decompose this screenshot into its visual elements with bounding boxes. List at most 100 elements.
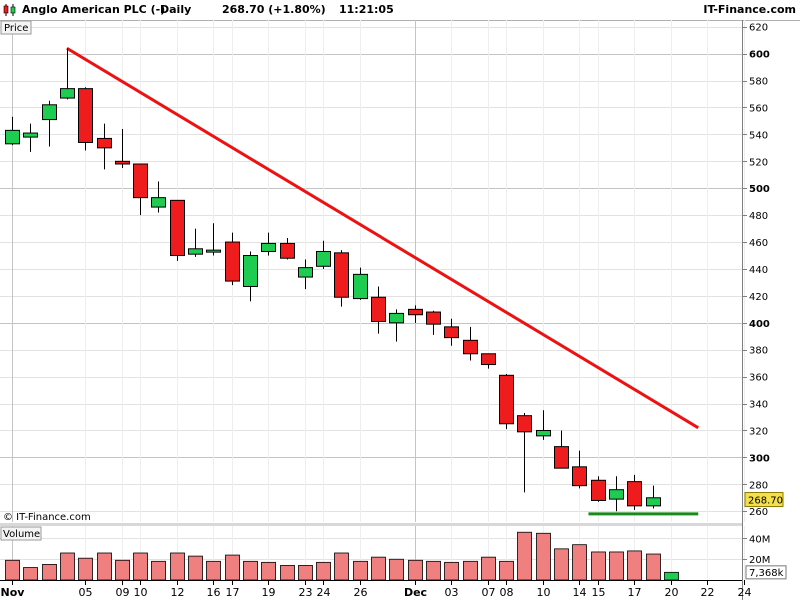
- candle-body-down: [97, 137, 112, 149]
- volume-bar: [115, 559, 130, 581]
- volume-bar: [591, 551, 606, 581]
- annotations: [66, 46, 700, 516]
- candle: [243, 251, 258, 302]
- price-tick-label: 300: [749, 453, 770, 464]
- candle: [463, 326, 478, 361]
- volume-bar: [353, 560, 368, 581]
- volume-bar: [426, 560, 441, 581]
- price-tick-label: 480: [749, 211, 768, 222]
- candle: [334, 250, 349, 307]
- volume-bar: [5, 559, 20, 581]
- date-tick-label: Dec: [404, 586, 427, 599]
- last-price-marker: 268.70: [744, 492, 784, 508]
- candle: [646, 485, 661, 509]
- candle: [280, 238, 295, 260]
- volume-bar: [646, 553, 661, 581]
- date-tick-label: 05: [79, 586, 93, 599]
- price-pane-label: Price: [0, 20, 32, 35]
- price-tick-label: 600: [749, 50, 770, 61]
- candle: [408, 305, 423, 323]
- volume-bar: [408, 559, 423, 581]
- chart-header: Anglo American PLC (-) Daily 268.70 (+1.…: [0, 0, 800, 21]
- candle: [536, 410, 551, 440]
- date-tick-label: 24: [738, 586, 752, 599]
- price-tick-label: 520: [749, 157, 768, 168]
- candle: [609, 476, 624, 512]
- date-tick-label: 07: [482, 586, 496, 599]
- candle: [353, 267, 368, 300]
- volume-bar: [664, 571, 679, 581]
- volume-bar: [151, 560, 166, 581]
- date-tick-label: 19: [262, 586, 276, 599]
- candle: [591, 476, 606, 502]
- volume-bar: [42, 564, 57, 581]
- volume-bar: [243, 560, 258, 581]
- candle: [115, 129, 130, 169]
- candlestick-icon: [3, 4, 16, 16]
- volume-bar: [371, 556, 386, 581]
- price-pane-label-text: Price: [4, 23, 28, 34]
- volume-bar: [316, 561, 331, 581]
- date-tick-label: 14: [573, 586, 587, 599]
- date-tick-label: 10: [134, 586, 148, 599]
- brand-name: IT-Finance.com: [703, 3, 796, 16]
- volume-bar: [97, 552, 112, 581]
- candle: [97, 123, 112, 170]
- timestamp: 11:21:05: [339, 3, 394, 16]
- candle: [261, 232, 276, 256]
- candle-body-down: [444, 326, 459, 339]
- volume-bar: [499, 560, 514, 581]
- candle: [298, 259, 313, 290]
- candle-body-up: [261, 242, 276, 252]
- candle-body-down: [371, 296, 386, 322]
- candle: [389, 309, 404, 342]
- price-tick-label: 340: [749, 400, 768, 411]
- price-tick-label: 440: [749, 265, 768, 276]
- candle: [444, 318, 459, 346]
- price-tick-label: 400: [749, 319, 770, 330]
- date-tick-label: 17: [226, 586, 240, 599]
- candle-body-down: [517, 415, 532, 433]
- resistance-trendline: [66, 46, 700, 430]
- volume-pane-label: Volume: [0, 526, 42, 541]
- date-tick-label: 26: [354, 586, 368, 599]
- date-tick-label: 22: [701, 586, 715, 599]
- candle: [371, 286, 386, 334]
- candle-body-down: [463, 339, 478, 355]
- candle: [554, 430, 569, 469]
- date-tick-label: 20: [665, 586, 679, 599]
- candle: [23, 123, 38, 152]
- volume-bar: [133, 552, 148, 581]
- candle-body-down: [334, 252, 349, 298]
- price-tick-label: 380: [749, 346, 768, 357]
- date-tick-label: 16: [207, 586, 221, 599]
- volume-bar: [23, 567, 38, 581]
- candle-body-down: [280, 242, 295, 259]
- candle-body-down: [170, 199, 185, 257]
- period-label: Daily: [160, 3, 192, 16]
- price-axis-ticks: 620 600 580 560 540 520 500 480 460 440 420 400 380 3…: [743, 23, 770, 518]
- candle-body-up: [536, 429, 551, 437]
- candle-body-down: [627, 481, 642, 507]
- volume-bar: [188, 555, 203, 581]
- price-tick-label: 460: [749, 238, 768, 249]
- candle-body-down: [572, 466, 587, 487]
- candle: [42, 100, 57, 147]
- volume-pane-label-text: Volume: [3, 529, 40, 540]
- volume-bar: [225, 554, 240, 581]
- candle: [517, 412, 532, 493]
- candle-body-down: [78, 88, 93, 143]
- volume-bars: [5, 531, 679, 581]
- price-tick-label: 580: [749, 77, 768, 88]
- volume-axis-ticks: 40M 20M: [743, 534, 770, 566]
- volume-bar: [170, 552, 185, 581]
- volume-bar: [481, 556, 496, 581]
- date-tick-label: 12: [171, 586, 185, 599]
- candle: [225, 232, 240, 286]
- candle-body-up: [42, 104, 57, 121]
- price-tick-label: 420: [749, 292, 768, 303]
- volume-bar: [554, 548, 569, 581]
- candle-body-up: [60, 88, 75, 99]
- date-axis-ticks: Nov 05 09 10 12 16 17 19 23 24 26 Dec 03 07 08 10 14 15 17…: [1, 580, 752, 599]
- candle-body-up: [316, 250, 331, 267]
